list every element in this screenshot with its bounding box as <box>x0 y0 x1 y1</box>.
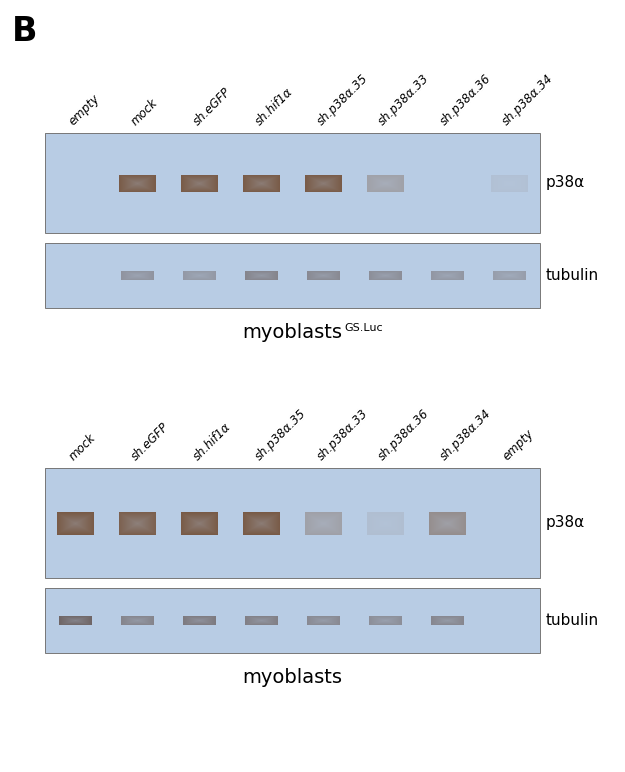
Text: p38α: p38α <box>546 516 585 530</box>
Text: sh.p38α.36: sh.p38α.36 <box>438 72 494 128</box>
Text: sh.eGFP: sh.eGFP <box>129 420 171 463</box>
Text: sh.p38α.36: sh.p38α.36 <box>376 407 432 463</box>
Text: sh.p38α.33: sh.p38α.33 <box>376 72 432 128</box>
Text: sh.eGFP: sh.eGFP <box>191 85 233 128</box>
Text: sh.p38α.33: sh.p38α.33 <box>314 407 371 463</box>
Text: sh.hif1α: sh.hif1α <box>253 85 295 128</box>
Bar <box>45 133 540 233</box>
Text: mock: mock <box>129 96 161 128</box>
Bar <box>45 588 540 653</box>
Bar <box>45 468 540 578</box>
Text: sh.p38α.35: sh.p38α.35 <box>253 407 309 463</box>
Text: tubulin: tubulin <box>546 268 599 283</box>
Text: myoblasts: myoblasts <box>242 668 342 687</box>
Text: GS.Luc: GS.Luc <box>344 323 383 333</box>
Text: p38α: p38α <box>546 175 585 191</box>
Text: tubulin: tubulin <box>546 613 599 628</box>
Text: mock: mock <box>67 432 99 463</box>
Text: sh.p38α.34: sh.p38α.34 <box>500 72 556 128</box>
Text: myoblasts: myoblasts <box>242 323 342 342</box>
Text: sh.hif1α: sh.hif1α <box>191 420 233 463</box>
Text: sh.p38α.34: sh.p38α.34 <box>438 407 494 463</box>
Text: sh.p38α.35: sh.p38α.35 <box>314 72 371 128</box>
Bar <box>45 243 540 308</box>
Text: B: B <box>12 15 38 48</box>
Text: empty: empty <box>67 92 102 128</box>
Text: empty: empty <box>500 427 536 463</box>
